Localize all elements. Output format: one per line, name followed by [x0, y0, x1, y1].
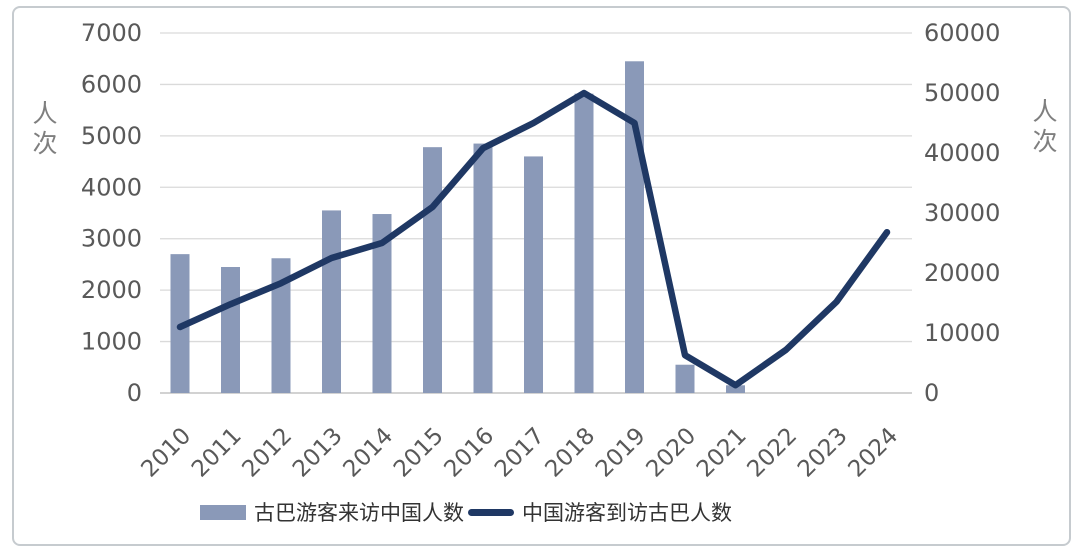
x-tick-label-2019: 2019 [591, 423, 651, 483]
left-axis-tick-label: 0 [127, 379, 142, 407]
bar-2012 [271, 258, 291, 393]
bar-series-label: 古巴游客来访中国人数 [254, 501, 464, 525]
right-axis-tick-label: 50000 [924, 79, 1000, 107]
right-axis-tick-label: 10000 [924, 319, 1000, 347]
chart-legend: 古巴游客来访中国人数 中国游客到访古巴人数 [0, 497, 1006, 527]
right-axis-tick-label: 30000 [924, 199, 1000, 227]
right-axis-tick-label: 60000 [924, 19, 1000, 47]
left-axis-tick-label: 1000 [81, 328, 142, 356]
line-series-label: 中国游客到访古巴人数 [522, 501, 732, 525]
bar-2016 [473, 143, 493, 393]
right-axis-title: 人次 [1032, 97, 1058, 156]
line-series-swatch-icon [468, 508, 514, 516]
x-tick-label-2020: 2020 [641, 423, 701, 483]
right-axis-tick-label: 40000 [924, 139, 1000, 167]
left-axis-tick-label: 4000 [81, 173, 142, 201]
x-tick-label-2014: 2014 [338, 423, 398, 483]
left-axis-tick-label: 6000 [81, 70, 142, 98]
x-tick-label-2015: 2015 [389, 423, 449, 483]
x-tick-label-2010: 2010 [136, 423, 196, 483]
legend-item-line-series: 中国游客到访古巴人数 [468, 497, 732, 527]
x-tick-label-2023: 2023 [793, 423, 853, 483]
bar-2018 [574, 93, 594, 393]
left-axis-tick-label: 2000 [81, 276, 142, 304]
left-axis-tick-label: 3000 [81, 225, 142, 253]
left-axis-tick-label: 5000 [81, 122, 142, 150]
legend-item-bar-series: 古巴游客来访中国人数 [200, 497, 464, 527]
bar-2011 [221, 267, 240, 393]
left-axis-title: 人次 [32, 99, 58, 158]
bar-2014 [372, 214, 392, 393]
right-axis-tick-label: 20000 [924, 259, 1000, 287]
x-tick-label-2022: 2022 [742, 423, 802, 483]
bar-2017 [524, 156, 543, 393]
x-tick-label-2013: 2013 [288, 423, 348, 483]
bar-2020 [675, 364, 695, 393]
bar-2013 [322, 210, 341, 393]
left-axis-tick-label: 7000 [81, 19, 142, 47]
x-tick-label-2021: 2021 [692, 423, 752, 483]
bar-2021 [726, 385, 745, 393]
x-tick-label-2018: 2018 [540, 423, 600, 483]
x-tick-label-2012: 2012 [237, 423, 297, 483]
x-tick-label-2011: 2011 [187, 423, 247, 483]
x-tick-label-2024: 2024 [843, 423, 903, 483]
x-tick-label-2016: 2016 [439, 423, 499, 483]
x-tick-label-2017: 2017 [490, 423, 550, 483]
bar-2015 [423, 147, 442, 393]
bar-2019 [625, 61, 644, 394]
line-series [176, 89, 891, 389]
bar-series-swatch-icon [200, 504, 246, 520]
right-axis-tick-label: 0 [924, 379, 939, 407]
